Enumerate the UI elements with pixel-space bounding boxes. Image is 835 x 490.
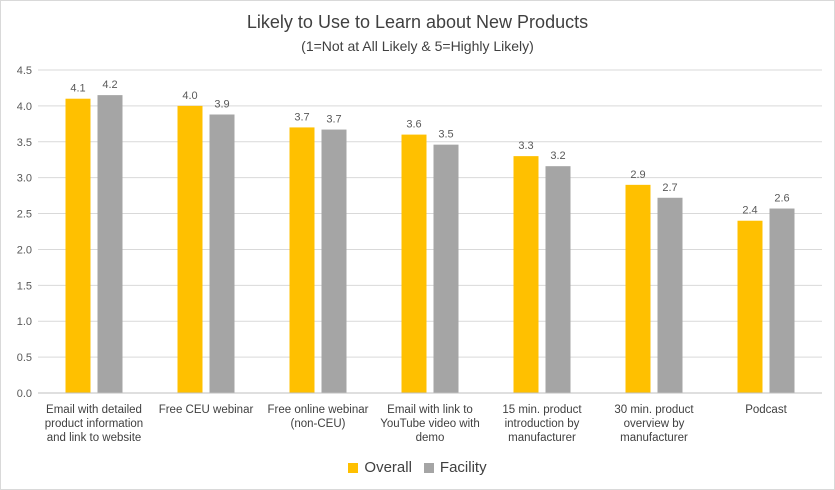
x-tick-label: demo (416, 432, 445, 444)
chart-subtitle: (1=Not at All Likely & 5=Highly Likely) (301, 38, 534, 54)
bar-overall (177, 105, 203, 393)
x-tick-label: introduction by (505, 418, 580, 430)
x-tick-label: overview by (624, 418, 685, 430)
data-label: 2.4 (742, 205, 757, 217)
bar-overall (289, 127, 315, 393)
y-tick-label: 3.0 (17, 173, 32, 185)
y-tick-label: 2.5 (17, 209, 32, 221)
y-tick-label: 0.5 (17, 352, 32, 364)
legend: Overall Facility (0, 459, 835, 476)
chart-title: Likely to Use to Learn about New Product… (246, 12, 589, 32)
data-label: 3.2 (550, 150, 565, 162)
x-tick-label: YouTube video with (380, 418, 480, 430)
x-tick-label: Email with link to (387, 404, 473, 416)
x-tick-label: manufacturer (508, 432, 576, 444)
bar-overall (737, 220, 763, 393)
bar-overall (513, 156, 539, 393)
x-tick-label: Email with detailed (46, 404, 142, 416)
x-tick-label: 30 min. product (614, 404, 694, 416)
data-label: 3.9 (214, 99, 229, 111)
bar-facility (321, 129, 347, 393)
x-tick-label: 15 min. product (502, 404, 582, 416)
y-tick-label: 4.5 (17, 65, 32, 77)
legend-label-overall: Overall (364, 459, 412, 476)
x-tick-label: Free online webinar (267, 404, 368, 416)
legend-swatch-facility (423, 462, 434, 473)
bar-facility (209, 114, 235, 393)
y-tick-label: 4.0 (17, 101, 32, 113)
x-tick-label: Free CEU webinar (159, 404, 254, 416)
legend-item-facility: Facility (423, 459, 487, 476)
legend-item-overall: Overall (348, 459, 412, 476)
data-label: 3.5 (438, 129, 453, 141)
bar-facility (433, 144, 459, 393)
data-label: 2.6 (774, 193, 789, 205)
x-tick-label: (non-CEU) (291, 418, 346, 430)
data-label: 4.0 (182, 90, 197, 102)
x-tick-label: product information (45, 418, 143, 430)
x-tick-label: and link to website (47, 432, 142, 444)
x-tick-label: Podcast (745, 404, 787, 416)
legend-swatch-overall (348, 462, 359, 473)
bar-facility (657, 197, 683, 393)
y-tick-label: 0.0 (17, 388, 32, 400)
data-label: 4.2 (102, 79, 117, 91)
bar-overall (625, 184, 651, 393)
legend-label-facility: Facility (439, 459, 487, 476)
data-label: 2.9 (630, 169, 645, 181)
data-label: 2.7 (662, 182, 677, 194)
bar-facility (769, 208, 795, 393)
x-tick-label: manufacturer (620, 432, 688, 444)
y-tick-label: 1.5 (17, 280, 32, 292)
bar-facility (545, 166, 571, 393)
data-label: 3.6 (406, 119, 421, 131)
data-label: 3.7 (294, 111, 309, 123)
y-tick-label: 2.0 (17, 244, 32, 256)
data-label: 3.7 (326, 114, 341, 126)
bar-facility (97, 95, 123, 393)
data-label: 4.1 (70, 83, 85, 95)
y-tick-label: 1.0 (17, 316, 32, 328)
data-label: 3.3 (518, 140, 533, 152)
y-tick-label: 3.5 (17, 137, 32, 149)
bar-overall (401, 134, 427, 393)
bar-overall (65, 98, 91, 393)
